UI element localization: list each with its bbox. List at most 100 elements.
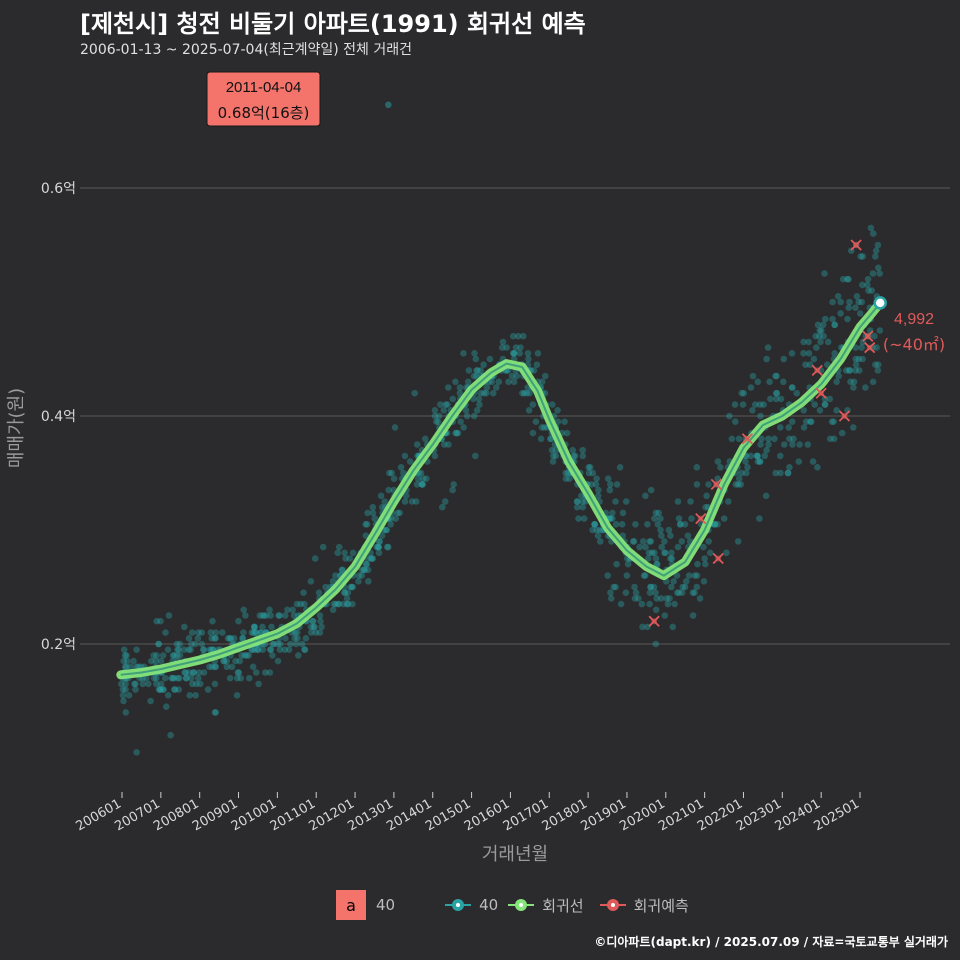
scatter-point (671, 600, 678, 608)
scatter-point (208, 663, 216, 671)
scatter-point (607, 515, 614, 522)
scatter-point (668, 583, 675, 591)
scatter-point (499, 338, 507, 346)
scatter-point (362, 560, 370, 568)
scatter-point (814, 321, 822, 329)
scatter-point (375, 549, 383, 557)
scatter-point (445, 384, 452, 391)
scatter-point (250, 629, 257, 636)
scatter-point (486, 355, 494, 363)
scatter-point (723, 549, 730, 557)
scatter-point (610, 583, 617, 591)
callout-date: 2011-04-04 (226, 79, 302, 96)
y-axis-title: 매매가(원) (6, 388, 27, 468)
scatter-point (285, 646, 293, 653)
scatter-point (691, 572, 699, 579)
scatter-point (237, 674, 245, 682)
scatter-point (609, 515, 616, 522)
scatter-point (181, 623, 188, 631)
scatter-point (434, 418, 442, 426)
scatter-point (198, 640, 206, 648)
scatter-point (369, 503, 377, 511)
scatter-point (653, 595, 660, 602)
scatter-point (833, 378, 840, 386)
scatter-point (152, 657, 160, 665)
scatter-point (343, 600, 351, 608)
scatter-point (639, 623, 646, 631)
scatter-point (262, 669, 269, 676)
scatter-point (121, 652, 129, 659)
scatter-point (373, 543, 381, 551)
scatter-points (118, 224, 884, 756)
scatter-point (369, 555, 377, 562)
scatter-point (781, 441, 788, 448)
scatter-point (562, 475, 570, 483)
scatter-point (250, 623, 258, 631)
scatter-point (696, 595, 704, 602)
scatter-point (642, 492, 649, 500)
scatter-point (123, 652, 130, 659)
scatter-point (653, 560, 661, 568)
scatter-point (207, 629, 215, 636)
scatter-point (473, 367, 480, 374)
scatter-point (654, 560, 661, 568)
scatter-point (673, 572, 681, 579)
scatter-point (489, 389, 497, 397)
scatter-point (821, 395, 829, 403)
scatter-point (761, 452, 768, 460)
scatter-point (266, 669, 274, 676)
prediction-point (838, 410, 851, 422)
scatter-point (219, 629, 226, 636)
prediction-points (648, 239, 876, 627)
scatter-point (736, 475, 743, 483)
scatter-point (319, 543, 327, 551)
scatter-point (185, 646, 192, 653)
scatter-point (388, 469, 396, 477)
scatter-point (845, 304, 852, 312)
scatter-point (382, 526, 390, 534)
scatter-point (378, 532, 386, 539)
regression-line (116, 296, 887, 680)
scatter-point (870, 230, 877, 237)
scatter-point (223, 663, 231, 671)
scatter-point (674, 543, 682, 551)
scatter-point (475, 395, 483, 403)
scatter-point (245, 652, 252, 659)
scatter-point (195, 629, 202, 636)
scatter-point (607, 589, 614, 596)
chart-title: [제천시] 청전 비둘기 아파트(1991) 회귀선 예측 (80, 10, 586, 38)
scatter-point (300, 589, 307, 596)
scatter-point (702, 503, 709, 511)
scatter-point (732, 481, 740, 488)
scatter-point (808, 418, 815, 426)
scatter-point (734, 538, 742, 545)
scatter-point (800, 350, 807, 357)
scatter-point (360, 566, 368, 574)
scatter-point (364, 566, 372, 574)
scatter-point (826, 395, 834, 403)
scatter-point (228, 663, 236, 671)
legend-box: a (336, 890, 366, 920)
scatter-point (311, 623, 318, 631)
scatter-point (413, 441, 421, 448)
scatter-point (538, 378, 546, 386)
scatter-point (853, 293, 861, 300)
scatter-point (483, 384, 491, 391)
scatter-point (669, 623, 677, 631)
scatter-point (267, 646, 274, 653)
scatter-point (632, 521, 639, 528)
scatter-point (252, 629, 260, 636)
scatter-point (822, 315, 829, 323)
scatter-point (125, 692, 133, 699)
scatter-point (295, 652, 302, 659)
scatter-point (820, 332, 827, 340)
prediction-point (815, 387, 827, 399)
scatter-point (772, 469, 779, 477)
scatter-point (665, 526, 673, 534)
scatter-point (711, 521, 719, 528)
scatter-point (772, 372, 779, 380)
scatter-point (472, 452, 479, 460)
scatter-point (349, 549, 357, 557)
scatter-point (846, 367, 854, 374)
scatter-point (390, 475, 398, 483)
